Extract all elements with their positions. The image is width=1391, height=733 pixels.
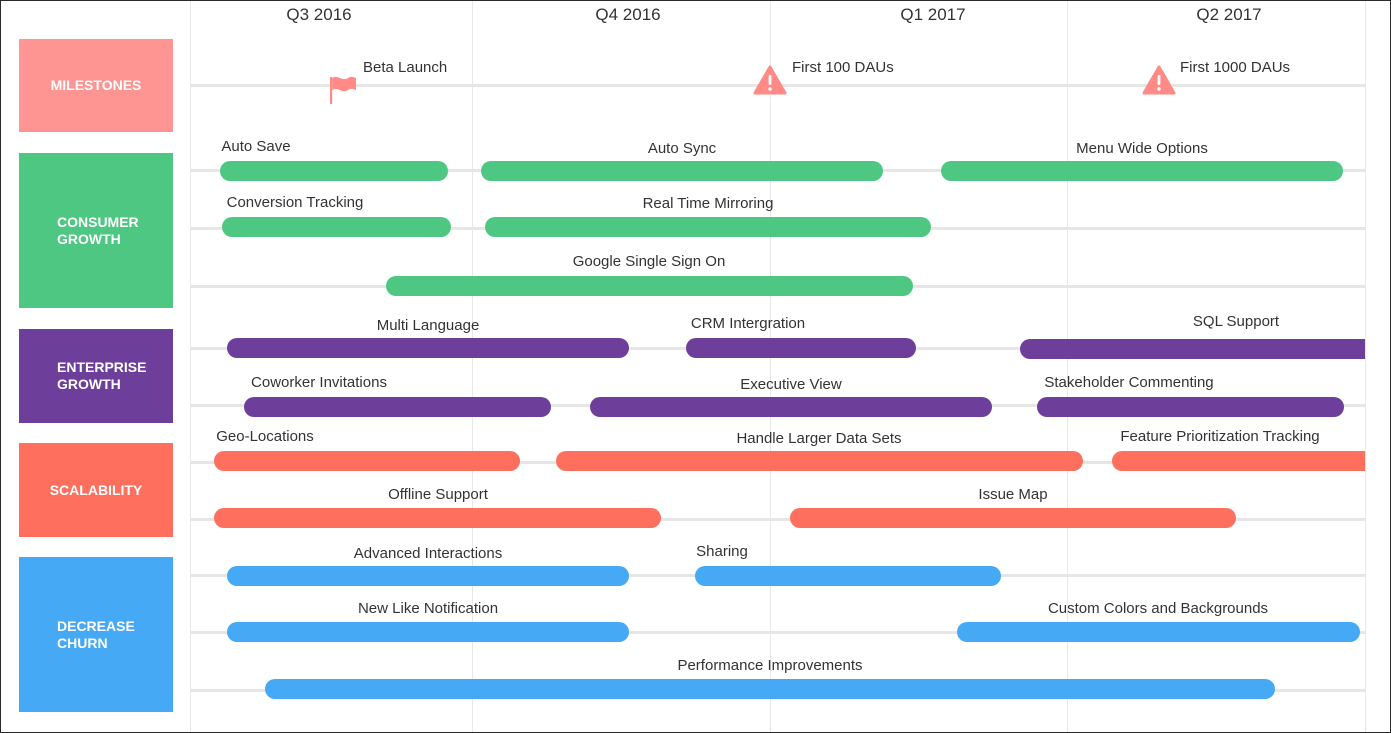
category-enterprise-growth: ENTERPRISE GROWTH [19,329,173,423]
task-bar[interactable] [227,338,629,358]
quarter-divider [770,1,771,732]
quarter-label: Q2 2017 [1196,5,1262,24]
task-label: Executive View [740,376,842,393]
task-bar[interactable] [265,679,1275,699]
task-label: Handle Larger Data Sets [736,430,902,447]
task-label: Performance Improvements [677,657,863,674]
quarter-divider [1067,1,1068,732]
task-label: Real Time Mirroring [642,195,774,212]
task-label: CRM Intergration [690,315,806,332]
category-consumer-growth: CONSUMER GROWTH [19,153,173,308]
warning-icon [753,65,787,100]
task-bar[interactable] [957,622,1360,642]
task-bar[interactable] [481,161,883,181]
category-decrease-churn: DECREASE CHURN [19,557,173,712]
task-bar[interactable] [1020,339,1365,359]
quarter-divider [190,1,191,732]
task-label: Issue Map [978,486,1048,503]
category-scalability: SCALABILITY [19,443,173,537]
task-bar[interactable] [790,508,1236,528]
task-label: Auto Sync [647,140,717,157]
task-bar[interactable] [227,566,629,586]
flag-icon [328,73,360,110]
task-bar[interactable] [941,161,1343,181]
quarter-divider [1365,1,1366,732]
milestone-label: Beta Launch [363,59,448,76]
row-track [190,518,1365,521]
task-bar[interactable] [386,276,913,296]
task-bar[interactable] [686,338,916,358]
task-bar[interactable] [1112,451,1365,471]
task-bar[interactable] [220,161,448,181]
task-bar[interactable] [1037,397,1344,417]
task-label: Feature Prioritization Tracking [1120,428,1320,445]
task-label: Conversion Tracking [226,194,364,211]
task-label: Offline Support [388,486,488,503]
quarter-label: Q1 2017 [900,5,966,24]
category-label: SCALABILITY [49,481,143,498]
task-label: Stakeholder Commenting [1044,374,1214,391]
quarter-label: Q3 2016 [286,5,352,24]
row-track [190,631,1365,634]
category-milestones: MILESTONES [19,39,173,132]
task-bar[interactable] [214,451,520,471]
task-bar[interactable] [556,451,1083,471]
quarter-divider [472,1,473,732]
task-bar[interactable] [590,397,992,417]
task-label: Menu Wide Options [1076,140,1208,157]
milestone-label: First 100 DAUs [792,59,894,76]
category-label: DECREASE CHURN [57,617,135,651]
task-label: Custom Colors and Backgrounds [1047,600,1269,617]
task-label: Sharing [696,543,748,560]
warning-icon [1142,65,1176,100]
task-label: Geo-Locations [216,428,314,445]
category-label: ENTERPRISE GROWTH [57,359,147,392]
task-label: Multi Language [376,317,480,334]
task-label: Advanced Interactions [353,545,503,562]
category-label: CONSUMER GROWTH [57,213,139,247]
milestone-label: First 1000 DAUs [1180,59,1291,76]
quarter-label: Q4 2016 [595,5,661,24]
task-bar[interactable] [244,397,551,417]
task-bar[interactable] [214,508,661,528]
task-label: Google Single Sign On [572,253,726,270]
task-label: Auto Save [221,138,291,155]
task-label: Coworker Invitations [251,374,387,391]
task-label: SQL Support [1192,313,1280,330]
task-bar[interactable] [485,217,931,237]
task-bar[interactable] [227,622,629,642]
category-label: MILESTONES [50,77,142,93]
task-bar[interactable] [222,217,451,237]
task-bar[interactable] [695,566,1001,586]
task-label: New Like Notification [357,600,499,617]
